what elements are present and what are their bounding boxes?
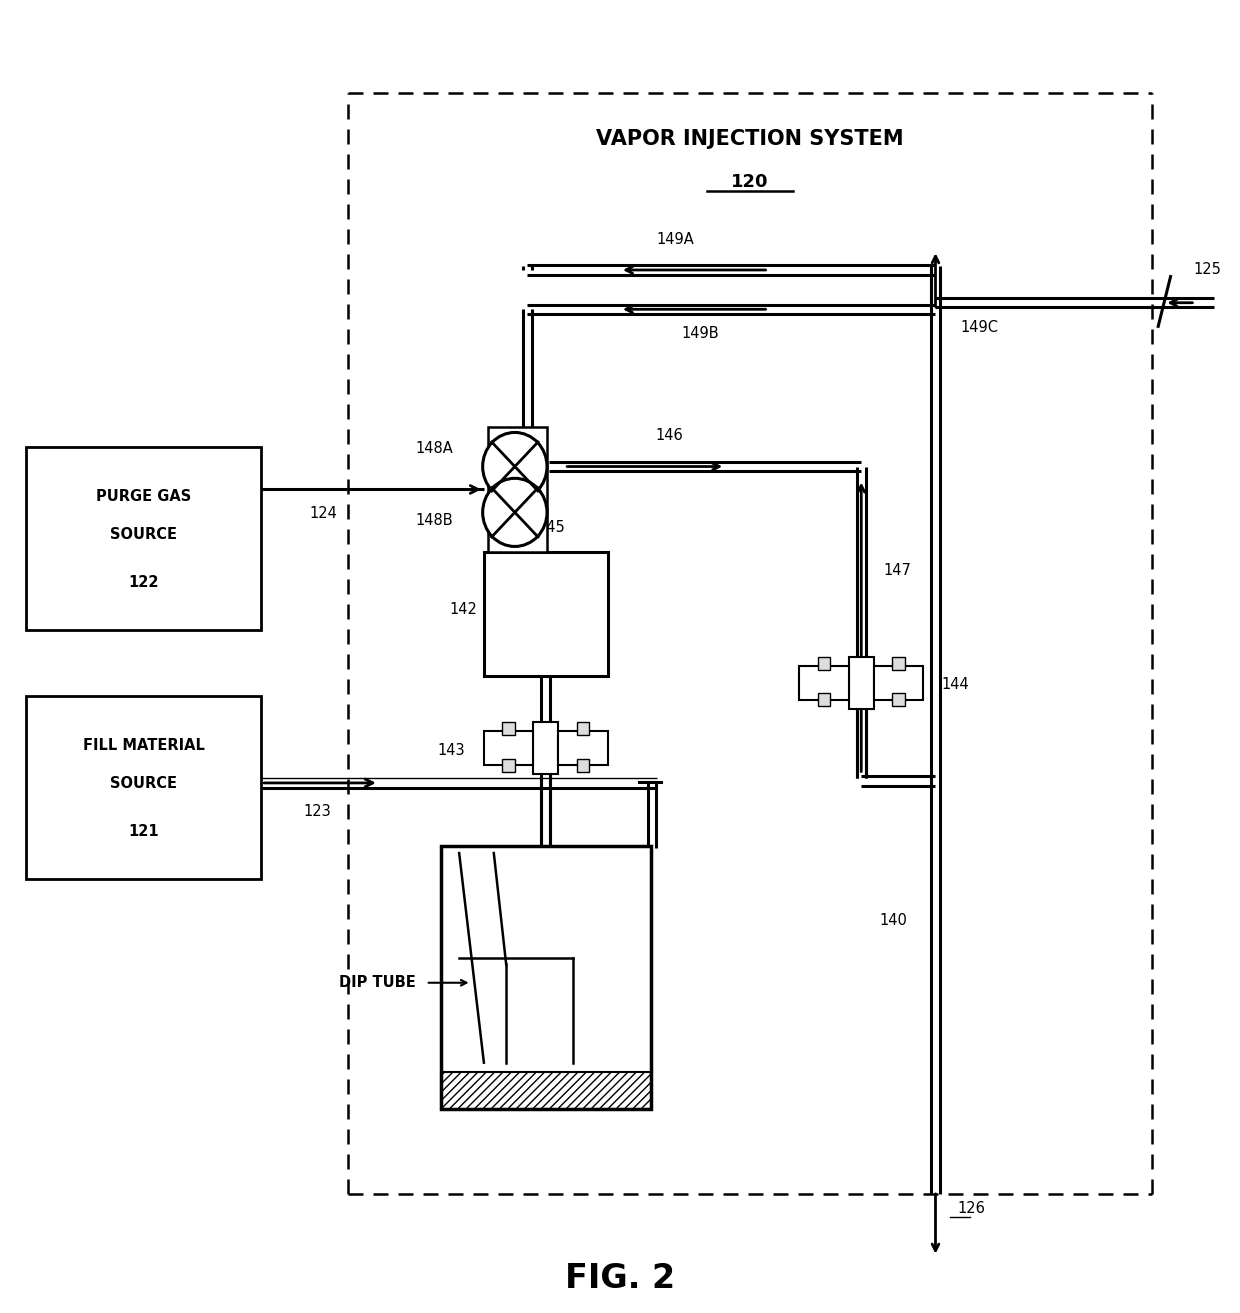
Text: 125: 125	[1194, 261, 1221, 277]
Bar	[26, 696, 262, 880]
Text: 123: 123	[303, 805, 331, 819]
Text: FILL MATERIAL: FILL MATERIAL	[83, 738, 205, 752]
Bar	[800, 666, 849, 700]
Text: 121: 121	[129, 825, 159, 839]
Text: 149B: 149B	[682, 326, 719, 341]
Text: 149C: 149C	[960, 319, 998, 335]
Text: DIP TUBE: DIP TUBE	[339, 976, 415, 990]
Bar	[484, 551, 608, 676]
Bar	[487, 427, 547, 551]
Circle shape	[482, 478, 547, 546]
Text: SOURCE: SOURCE	[110, 528, 177, 542]
Bar	[502, 759, 515, 772]
Bar	[818, 693, 831, 706]
Text: 140: 140	[880, 913, 908, 928]
Bar	[558, 731, 608, 765]
Bar	[440, 1071, 651, 1108]
Bar	[849, 656, 874, 709]
Text: 145: 145	[537, 520, 565, 534]
Text: 126: 126	[957, 1201, 986, 1216]
Text: 142: 142	[450, 601, 477, 617]
Text: SOURCE: SOURCE	[110, 776, 177, 792]
Text: 148A: 148A	[415, 441, 453, 457]
Bar	[502, 722, 515, 735]
Text: 122: 122	[129, 575, 159, 590]
Bar	[893, 693, 904, 706]
Bar	[577, 759, 589, 772]
Text: 124: 124	[309, 507, 337, 521]
Text: 120: 120	[732, 173, 769, 192]
Bar	[440, 847, 651, 1108]
Bar	[533, 722, 558, 775]
Text: FIG. 2: FIG. 2	[565, 1262, 675, 1296]
Text: 143: 143	[438, 743, 465, 758]
Text: 147: 147	[884, 562, 911, 578]
Bar	[874, 666, 923, 700]
Bar	[577, 722, 589, 735]
Text: 149A: 149A	[657, 232, 694, 247]
Bar	[484, 731, 533, 765]
Text: 144: 144	[941, 678, 970, 692]
Bar	[440, 1071, 651, 1108]
Text: PURGE GAS: PURGE GAS	[95, 488, 191, 504]
Bar	[893, 656, 904, 670]
Text: 148B: 148B	[415, 513, 453, 528]
Bar	[26, 446, 262, 630]
Text: VAPOR INJECTION SYSTEM: VAPOR INJECTION SYSTEM	[596, 129, 904, 148]
Bar	[818, 656, 831, 670]
Text: 146: 146	[656, 428, 683, 444]
Circle shape	[482, 432, 547, 500]
